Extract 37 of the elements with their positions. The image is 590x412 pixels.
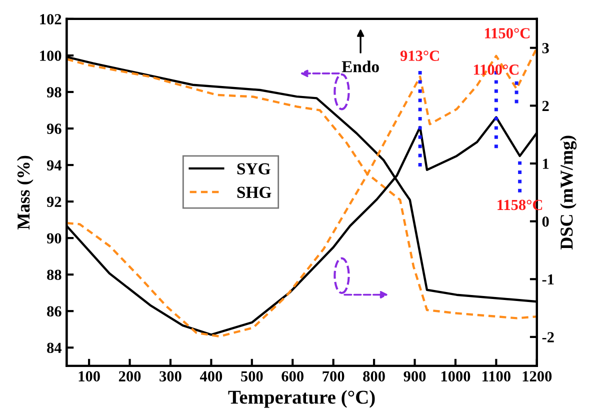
x-tick-label: 200 (118, 371, 141, 382)
y2-tick-label: 2 (542, 100, 549, 111)
x-tick-label: 1000 (441, 371, 470, 382)
x-tick-label: 800 (363, 371, 385, 382)
y-tick-label: 96 (46, 124, 62, 134)
x-tick-label: 100 (78, 371, 100, 382)
x-axis-title: Temperature (°C) (228, 390, 375, 408)
x-tick-label: 1100 (482, 371, 510, 382)
x-tick-label: 700 (322, 371, 344, 382)
annotation: 913°C (400, 50, 439, 61)
y-tick-label: 98 (46, 87, 62, 98)
y2-axis-title: DSC (mW/mg) (560, 136, 577, 250)
y-tick-label: 94 (46, 160, 62, 170)
y-tick-label: 86 (47, 306, 62, 317)
legend-label: SHG (237, 186, 272, 198)
annotation: 1150°C (485, 28, 530, 38)
x-tick-label: 900 (404, 371, 426, 382)
y-tick-label: 84 (47, 342, 62, 354)
y-axis-title: Mass (%) (16, 156, 34, 230)
annotation: Endo (342, 60, 379, 72)
x-tick-label: 300 (160, 371, 182, 382)
y2-tick-label: 1 (542, 158, 549, 169)
y-tick-label: 92 (46, 196, 62, 207)
y-tick-label: 100 (40, 50, 62, 61)
y-tick-label: 102 (40, 14, 62, 24)
y2-tick-label: -2 (542, 332, 554, 342)
annotation: 1100°C (474, 64, 518, 75)
x-tick-label: 400 (200, 371, 222, 382)
y2-tick-label: 3 (542, 43, 549, 54)
y-tick-label: 88 (47, 270, 62, 280)
y-tick-label: 90 (46, 233, 62, 244)
y2-tick-label: -1 (542, 274, 554, 284)
x-tick-label: 600 (282, 371, 304, 382)
y2-tick-label: 0 (542, 216, 549, 227)
x-tick-label: 500 (241, 371, 263, 382)
legend-label: SYG (237, 163, 270, 174)
x-tick-label: 1200 (522, 371, 552, 382)
